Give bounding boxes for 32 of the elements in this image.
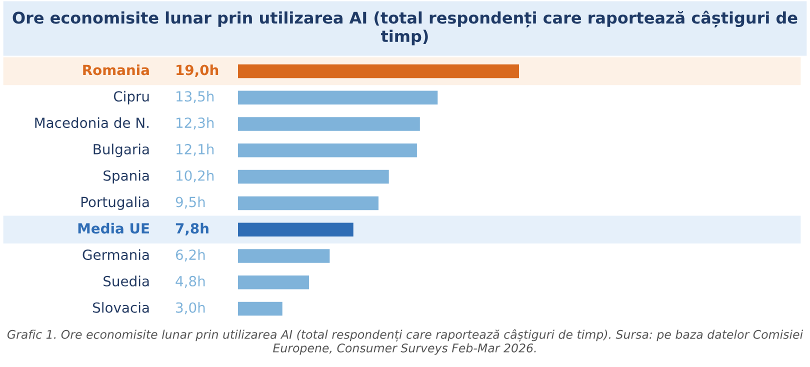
y-tick-label: Cipru bbox=[114, 90, 149, 104]
bar bbox=[238, 117, 420, 131]
bar bbox=[238, 302, 282, 316]
data-label: 12,1h bbox=[176, 144, 214, 156]
data-label: 3,0h bbox=[176, 302, 205, 314]
data-label: 9,5h bbox=[176, 196, 205, 209]
data-label: 4,8h bbox=[176, 276, 205, 288]
data-label: 12,3h bbox=[176, 117, 214, 130]
bar bbox=[238, 196, 378, 210]
bar bbox=[238, 222, 354, 236]
data-label: 13,5h bbox=[176, 90, 214, 104]
y-tick-label: Germania bbox=[82, 249, 149, 260]
y-tick-label: Spania bbox=[104, 170, 149, 184]
data-label: 19,0h bbox=[176, 64, 218, 78]
bar bbox=[238, 144, 417, 158]
y-tick-label: Bulgaria bbox=[94, 144, 149, 158]
bar bbox=[238, 170, 389, 184]
y-tick-label: Romania bbox=[83, 64, 149, 76]
bar bbox=[238, 64, 519, 78]
y-tick-label: Macedonia de N. bbox=[35, 117, 148, 128]
bar bbox=[238, 90, 438, 104]
y-tick-label: Suedia bbox=[104, 276, 149, 286]
y-tick-label: Slovacia bbox=[93, 302, 149, 313]
data-label: 6,2h bbox=[176, 249, 205, 262]
data-label: 10,2h bbox=[176, 170, 214, 182]
text: Grafic 1. Ore economisite lunar prin utilizarea AI (total respondenți care raportează câștiguri de timp). Sursa: pe baza datelor Comisiei Europene, Consumer Surveys Feb-Mar 2026. bbox=[7, 329, 804, 355]
y-tick-label: Media UE bbox=[78, 222, 149, 234]
chart-title: Ore economisite lunar prin utilizarea AI (total respondenți care raportează câștiguri de timp) bbox=[12, 10, 798, 46]
bar bbox=[238, 276, 309, 290]
bar bbox=[238, 249, 330, 263]
data-label: 7,8h bbox=[176, 222, 208, 236]
y-tick-label: Portugalia bbox=[81, 196, 149, 210]
